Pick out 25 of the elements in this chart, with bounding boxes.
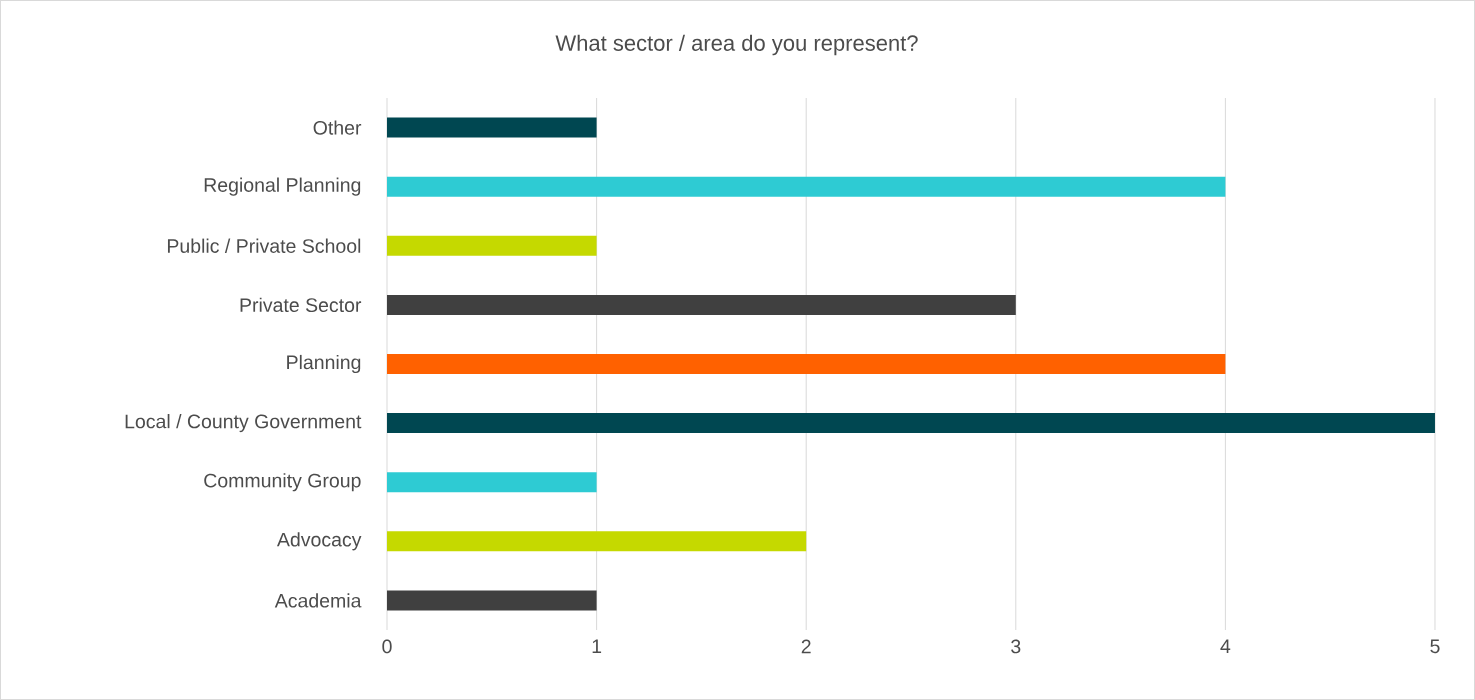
y-tick-label: Advocacy [276,532,362,551]
x-tick-label: 5 [1430,639,1440,654]
bar [387,590,597,611]
y-tick-label: Local / County Government [125,414,362,433]
y-tick-label: Academia [274,593,362,608]
x-tick-label: 0 [382,639,392,654]
y-tick-label: Private Sector [240,297,362,313]
bar [387,472,597,493]
x-tick-label: 1 [592,639,602,653]
bar [387,235,597,256]
y-tick-label: Regional Planning [204,177,361,196]
bar [387,353,1226,374]
y-tick-label: Other [313,120,362,135]
bar [387,413,1435,434]
bar [387,294,1016,315]
y-tick-label: Community Group [204,473,361,492]
chart-title: What sector / area do you represent? [555,34,918,56]
y-tick-label: Planning [287,354,361,374]
y-tick-label: Public / Private School [167,238,361,253]
bar [387,531,807,552]
bar [387,176,1226,197]
x-tick-label: 3 [1011,639,1021,654]
bar [387,117,597,138]
x-tick-label: 2 [801,639,811,654]
x-tick-label: 4 [1220,639,1231,653]
